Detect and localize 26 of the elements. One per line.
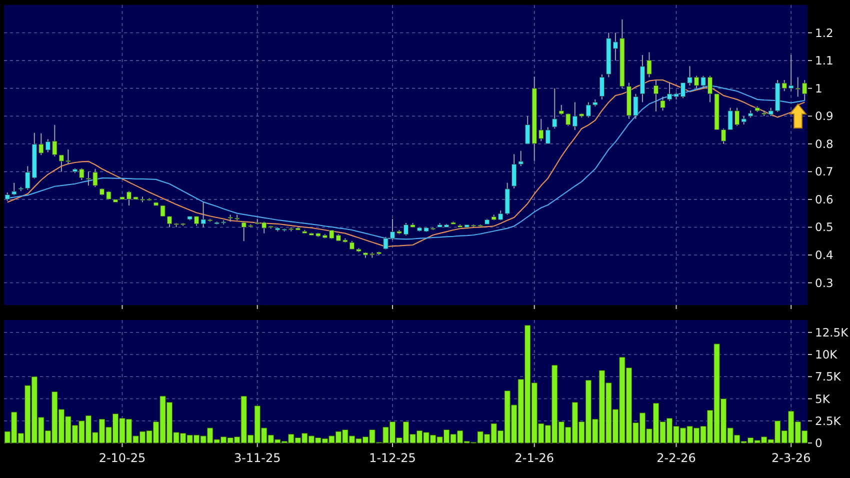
candlestick [599, 74, 604, 100]
x-tick-label: 2-2-26 [656, 451, 696, 465]
x-tick-label: 2-3-26 [772, 451, 811, 465]
y-tick-label: 2.5K [815, 414, 842, 428]
candlestick [552, 88, 558, 130]
y-tick-label: 0.3 [815, 276, 834, 290]
x-tick-label: 2-1-26 [514, 451, 554, 465]
y-tick-label: 12.5K [815, 325, 849, 340]
y-tick-label: 1 [815, 81, 822, 96]
y-tick-label: 0.8 [815, 136, 834, 151]
y-tick-label: 0.4 [815, 248, 834, 262]
y-tick-label: 1.2 [815, 26, 834, 40]
y-tick-label: 7.5K [815, 370, 842, 384]
x-tick-label: 1-12-25 [369, 451, 416, 465]
y-tick-label: 0.6 [815, 192, 834, 206]
y-tick-label: 0 [815, 436, 822, 450]
y-tick-label: 0.5 [815, 220, 834, 234]
candlestick [653, 80, 659, 112]
y-tick-label: 0.9 [815, 109, 834, 124]
y-tick-label: 10K [815, 348, 838, 362]
y-tick-label: 0.7 [815, 164, 834, 179]
x-tick-label: 3-11-25 [234, 451, 281, 465]
y-tick-label: 5K [815, 392, 830, 406]
y-tick-label: 1.1 [815, 54, 834, 68]
x-tick-label: 2-10-25 [98, 451, 146, 465]
candlestick [660, 96, 666, 112]
